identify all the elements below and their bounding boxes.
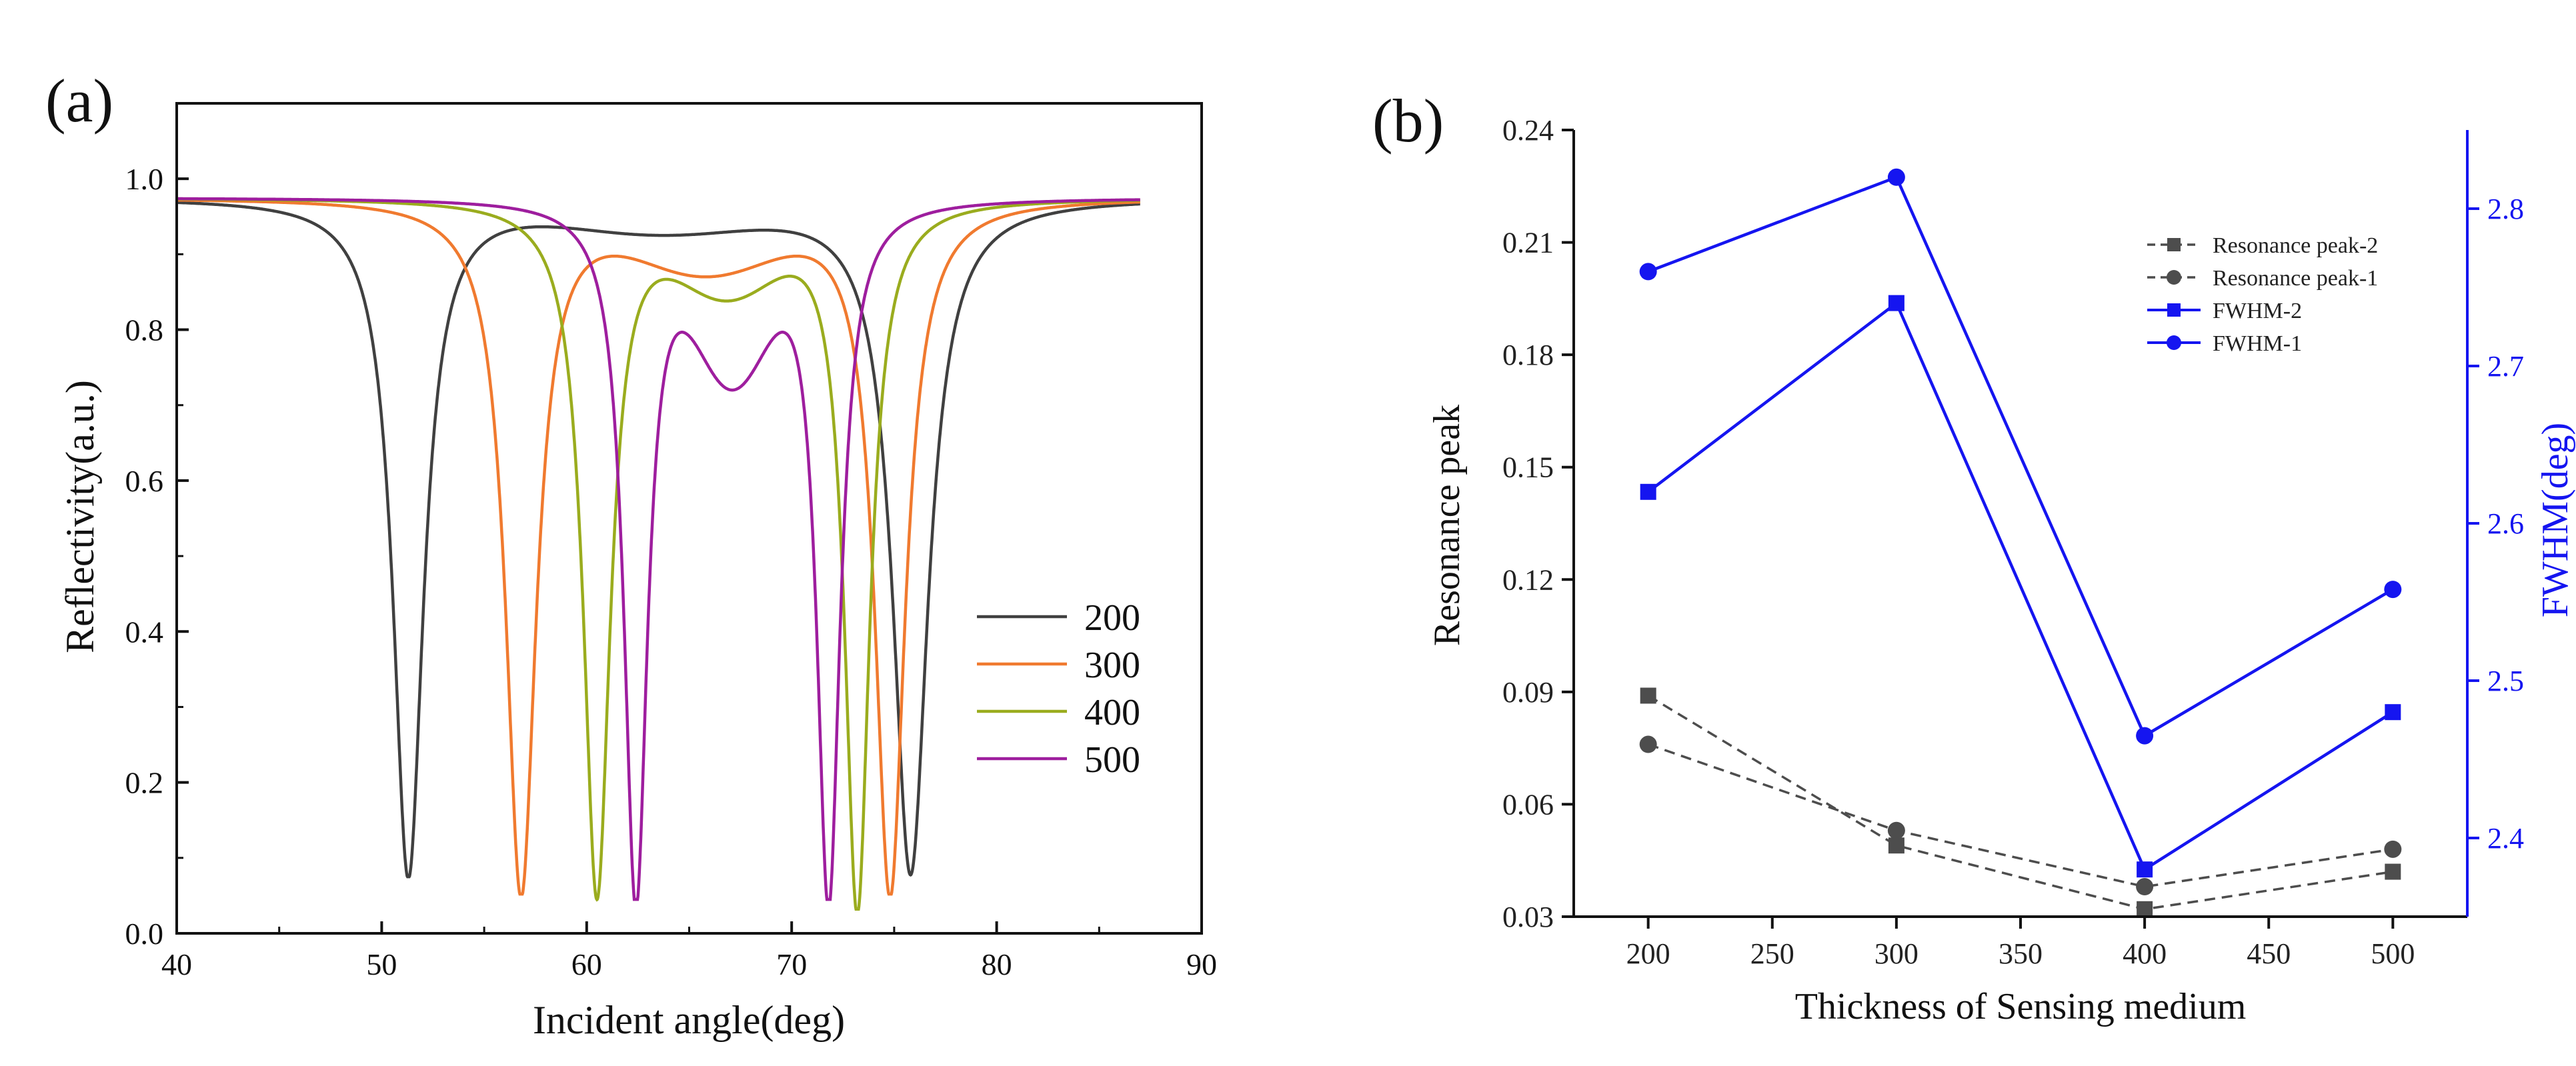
panel-b-y2-tick-label: 2.6 [2487, 507, 2524, 540]
panel-b-legend-marker [2167, 335, 2181, 350]
panel-b-y-tick-label: 0.15 [1502, 451, 1554, 484]
panel-b-point-fwhm-2 [1888, 295, 1904, 311]
panel-b-x-tick-label: 450 [2247, 937, 2291, 970]
panel-b-point-resonance-peak-2 [2385, 863, 2401, 880]
panel-b-y-tick-label: 0.03 [1502, 901, 1554, 933]
panel-b-label: (b) [1372, 87, 1444, 155]
panel-b-point-fwhm-1 [2136, 727, 2154, 745]
panel-b-x-tick-label: 200 [1626, 937, 1670, 970]
panel-b-y2-tick-label: 2.8 [2487, 193, 2524, 225]
panel-a-curve-200 [177, 201, 1140, 879]
panel-a-curve-400 [177, 197, 1140, 911]
panel-b-point-resonance-peak-2 [1888, 837, 1904, 854]
panel-b-x-tick-label: 350 [1999, 937, 2043, 970]
panel-b-x-ticks: 200 250 300 350 400 450 500 [1626, 917, 2415, 970]
panel-b-line-fwhm-2 [1647, 301, 2394, 872]
panel-b-y-tick-label: 0.24 [1502, 114, 1554, 147]
panel-b-point-resonance-peak-1 [1887, 821, 1905, 839]
panel-a-legend-label-300: 300 [1084, 645, 1140, 686]
panel-a-x-axis-title: Incident angle(deg) [533, 998, 845, 1042]
panel-b-point-fwhm-1 [1639, 263, 1657, 281]
panel-a-x-tick-label: 70 [776, 947, 807, 981]
panel-b-legend-label: FWHM-2 [2213, 299, 2302, 323]
panel-a-y-axis-title: Reflectivity(a.u.) [58, 380, 102, 653]
panel-a-label: (a) [45, 67, 113, 135]
panel-a-x-tick-label: 50 [366, 947, 397, 981]
panel-b-point-resonance-peak-2 [2137, 901, 2153, 917]
panel-b-y-axis-title: Resonance peak [1426, 405, 1468, 646]
panel-b-y2-tick-label: 2.7 [2487, 350, 2524, 383]
panel-b-legend-marker [2167, 270, 2181, 285]
panel-b-point-fwhm-2 [2385, 704, 2401, 721]
panel-b-line-fwhm-1 [1647, 175, 2394, 738]
panel-b-x-tick-label: 300 [1874, 937, 1918, 970]
panel-b-y2-tick-label: 2.4 [2487, 822, 2524, 855]
panel-a-reflectivity-chart: (a) 40 50 60 70 80 90 0.0 0.2 0.4 0.6 0.8 1.0 Inci… [45, 67, 1217, 1042]
panel-a-curves [177, 197, 1140, 911]
panel-a-curve-500 [177, 197, 1140, 901]
panel-b-line-resonance-peak-2 [1647, 695, 2393, 911]
panel-b-point-resonance-peak-1 [2384, 840, 2402, 858]
panel-b-left-y-ticks: 0.03 0.06 0.09 0.12 0.15 0.18 0.21 0.24 [1502, 114, 1574, 933]
panel-a-y-tick-label: 0.0 [125, 917, 164, 951]
panel-b-y2-axis-title: FWHM(deg) [2535, 423, 2576, 617]
panel-a-curve-300 [177, 198, 1140, 896]
panel-b-x-tick-label: 400 [2123, 937, 2167, 970]
panel-b-y2-tick-label: 2.5 [2487, 665, 2524, 697]
panel-b-y-tick-label: 0.06 [1502, 788, 1554, 821]
panel-b-point-resonance-peak-1 [1639, 735, 1657, 753]
panel-a-legend: 200 300 400 500 [977, 597, 1140, 781]
panel-a-x-tick-label: 80 [982, 947, 1012, 981]
panel-b-point-fwhm-2 [2137, 861, 2153, 878]
panel-a-y-tick-label: 0.6 [125, 464, 164, 498]
panel-a-y-tick-label: 0.8 [125, 313, 164, 347]
panel-b-point-resonance-peak-2 [1640, 687, 1656, 704]
panel-b-line-resonance-peak-1 [1648, 743, 2393, 888]
panel-a-y-tick-label: 0.4 [125, 615, 164, 649]
panel-b-point-fwhm-1 [2384, 581, 2402, 599]
panel-b-y-tick-label: 0.09 [1502, 676, 1554, 709]
panel-a-y-ticks: 0.0 0.2 0.4 0.6 0.8 1.0 [125, 102, 189, 951]
panel-b-x-tick-label: 500 [2371, 937, 2415, 970]
panel-b-point-resonance-peak-1 [2136, 878, 2154, 896]
panel-b-legend: Resonance peak-2 Resonance peak-1 FWHM-2 FW… [2147, 233, 2378, 356]
panel-a-legend-label-500: 500 [1084, 739, 1140, 781]
panel-b-point-fwhm-2 [1640, 483, 1656, 500]
panel-a-x-tick-label: 40 [161, 947, 192, 981]
panel-a-x-tick-label: 60 [571, 947, 602, 981]
panel-b-legend-label: Resonance peak-1 [2213, 266, 2378, 291]
panel-a-x-ticks: 40 50 60 70 80 90 [161, 921, 1217, 981]
panel-b-series-markers [1639, 168, 2402, 917]
panel-b-legend-label: Resonance peak-2 [2213, 233, 2378, 258]
panel-b-y-tick-label: 0.12 [1502, 563, 1554, 596]
panel-b-x-axis-title: Thickness of Sensing medium [1795, 986, 2247, 1027]
panel-a-plot-frame [175, 102, 1203, 935]
panel-b-x-tick-label: 250 [1750, 937, 1794, 970]
panel-b-legend-marker [2167, 303, 2181, 317]
panel-a-y-tick-label: 1.0 [125, 162, 164, 196]
panel-b-resonance-fwhm-chart: (b) 200 250 300 350 400 450 500 0.030.060.090.… [1372, 87, 2576, 1027]
panel-a-legend-label-200: 200 [1084, 597, 1140, 639]
panel-b-point-fwhm-1 [1887, 168, 1905, 186]
panel-b-series-lines [1647, 175, 2394, 911]
panel-b-right-y-ticks: 2.4 2.5 2.6 2.7 2.8 [2467, 193, 2524, 855]
panel-a-legend-label-400: 400 [1084, 692, 1140, 733]
panel-b-legend-label: FWHM-1 [2213, 331, 2302, 356]
panel-b-legend-marker [2167, 238, 2181, 251]
panel-b-y-tick-label: 0.18 [1502, 339, 1554, 371]
panel-b-y-tick-label: 0.21 [1502, 227, 1554, 259]
panel-a-x-tick-label: 90 [1186, 947, 1217, 981]
panel-a-y-tick-label: 0.2 [125, 766, 164, 800]
